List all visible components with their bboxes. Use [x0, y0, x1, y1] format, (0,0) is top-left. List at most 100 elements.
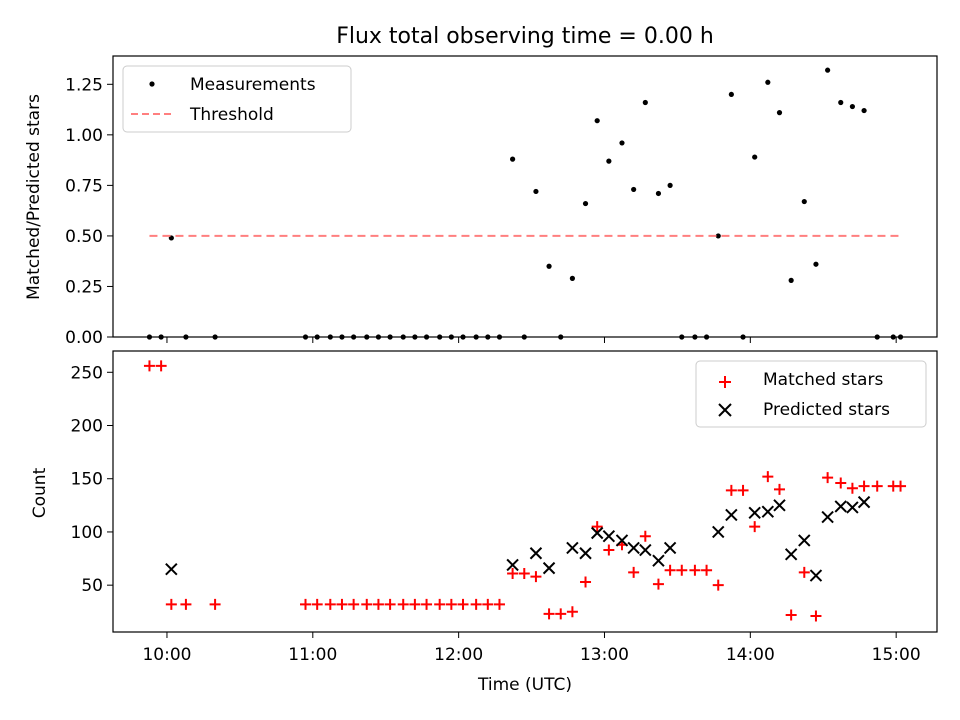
predicted-stars-point	[798, 534, 811, 547]
matched-stars-point	[689, 564, 701, 576]
predicted-stars-point	[784, 548, 798, 561]
predicted-stars-point	[506, 558, 519, 572]
matched-stars-point	[701, 564, 713, 576]
measurements-point	[594, 118, 600, 124]
predicted-stars-point	[590, 526, 604, 540]
counts-legend: Matched stars Predicted stars	[695, 360, 927, 428]
counts-plot-frame	[112, 350, 938, 633]
predicted-stars-point	[809, 569, 823, 582]
legend-threshold-label: Threshold	[189, 105, 274, 125]
predicted-stars-point	[165, 562, 178, 576]
matched-stars-point	[749, 521, 761, 533]
matched-stars-point	[810, 610, 822, 622]
matched-stars-point	[858, 480, 870, 492]
measurements-point	[728, 91, 734, 98]
measurements-point	[813, 261, 819, 267]
counts-axis-ticks: 50 100 150 200 250 10:00 11:00 12:00 13:00 14:00 1…	[71, 363, 921, 665]
legend-predicted-label: Predicted stars	[763, 400, 890, 420]
measurements-point	[631, 186, 637, 193]
matched-stars-point	[180, 598, 192, 610]
ratio-marks	[146, 67, 904, 340]
measurements-point	[849, 103, 856, 110]
matched-stars-point	[421, 598, 433, 610]
measurements-point	[838, 99, 844, 106]
ratio-y-axis-label: Matched/Predicted stars	[24, 94, 44, 300]
counts-marks	[143, 360, 907, 622]
matched-stars-point	[530, 571, 542, 583]
matched-stars-point	[143, 360, 155, 372]
measurements-point	[861, 107, 867, 114]
matched-stars-point	[409, 598, 421, 610]
counts-x-tick-label: 12:00	[434, 645, 483, 665]
measurements-point	[765, 79, 771, 85]
matched-stars-point	[555, 608, 567, 620]
legend-predicted-marker	[718, 403, 732, 417]
matched-stars-point	[311, 598, 323, 610]
predicted-stars-point	[712, 525, 725, 539]
predicted-stars-point	[566, 541, 579, 555]
ratio-panel: 0.00 0.25 0.50 0.75 1.00 1.25 Matched/Predict…	[24, 55, 938, 348]
matched-stars-point	[165, 598, 177, 610]
ratio-y-tick-label: 1.25	[65, 75, 103, 95]
measurements-point	[533, 188, 539, 195]
matched-stars-point	[895, 480, 907, 492]
ratio-axis-ticks: 0.00 0.25 0.50 0.75 1.00 1.25	[65, 75, 897, 348]
counts-y-tick-label: 100	[71, 523, 103, 543]
measurements-point	[667, 182, 673, 188]
ratio-y-tick-label: 0.75	[65, 176, 103, 196]
matched-stars-point	[846, 482, 858, 494]
counts-x-tick-label: 14:00	[726, 645, 775, 665]
matched-stars-point	[445, 598, 457, 610]
predicted-stars-point	[748, 506, 761, 519]
matched-stars-point	[871, 480, 883, 492]
predicted-stars-point	[602, 529, 616, 543]
matched-stars-point	[300, 598, 312, 610]
matched-stars-point	[361, 598, 373, 610]
matched-stars-point	[737, 484, 749, 496]
counts-x-tick-label: 13:00	[580, 645, 629, 665]
predicted-stars-point	[529, 547, 543, 560]
matched-stars-point	[664, 564, 676, 576]
matched-stars-point	[785, 609, 797, 621]
measurements-point	[788, 277, 794, 283]
matched-stars-point	[518, 567, 530, 579]
legend-matched-marker	[719, 376, 731, 388]
matched-stars-point	[434, 598, 446, 610]
measurements-point	[569, 275, 575, 281]
counts-x-tick-label: 11:00	[288, 645, 337, 665]
counts-y-tick-label: 50	[81, 576, 103, 596]
counts-y-axis-label: Count	[30, 467, 50, 518]
matched-stars-point	[209, 598, 221, 610]
measurements-point	[825, 67, 831, 73]
matched-stars-point	[639, 530, 651, 542]
measurements-point	[655, 190, 662, 197]
ratio-legend: Measurements Threshold	[122, 65, 352, 133]
matched-stars-point	[470, 598, 482, 610]
counts-legend-box	[695, 360, 927, 428]
predicted-stars-point	[821, 510, 834, 524]
matched-stars-point	[762, 471, 774, 483]
matched-stars-point	[725, 484, 737, 496]
measurements-point	[776, 110, 783, 116]
measurements-point	[606, 158, 612, 164]
matched-stars-point	[482, 598, 494, 610]
matched-stars-point	[324, 598, 336, 610]
matched-stars-point	[336, 598, 348, 610]
ratio-y-tick-label: 0.00	[65, 328, 103, 348]
legend-matched-label: Matched stars	[763, 370, 883, 390]
matched-stars-point	[543, 608, 555, 620]
matched-stars-point	[348, 598, 360, 610]
predicted-stars-point	[834, 500, 847, 513]
ratio-y-tick-label: 0.50	[65, 227, 103, 247]
ratio-y-tick-label: 1.00	[65, 126, 103, 146]
ratio-plot-frame	[112, 55, 938, 338]
matched-stars-point	[773, 483, 785, 495]
predicted-stars-point	[773, 499, 786, 512]
measurements-point	[619, 140, 625, 146]
measurements-point	[582, 200, 589, 207]
predicted-stars-point	[639, 543, 652, 557]
matched-stars-point	[155, 360, 167, 372]
counts-panel: 50 100 150 200 250 10:00 11:00 12:00 13:00 14:00 1…	[30, 350, 938, 695]
matched-stars-point	[712, 579, 724, 591]
matched-stars-point	[384, 598, 396, 610]
